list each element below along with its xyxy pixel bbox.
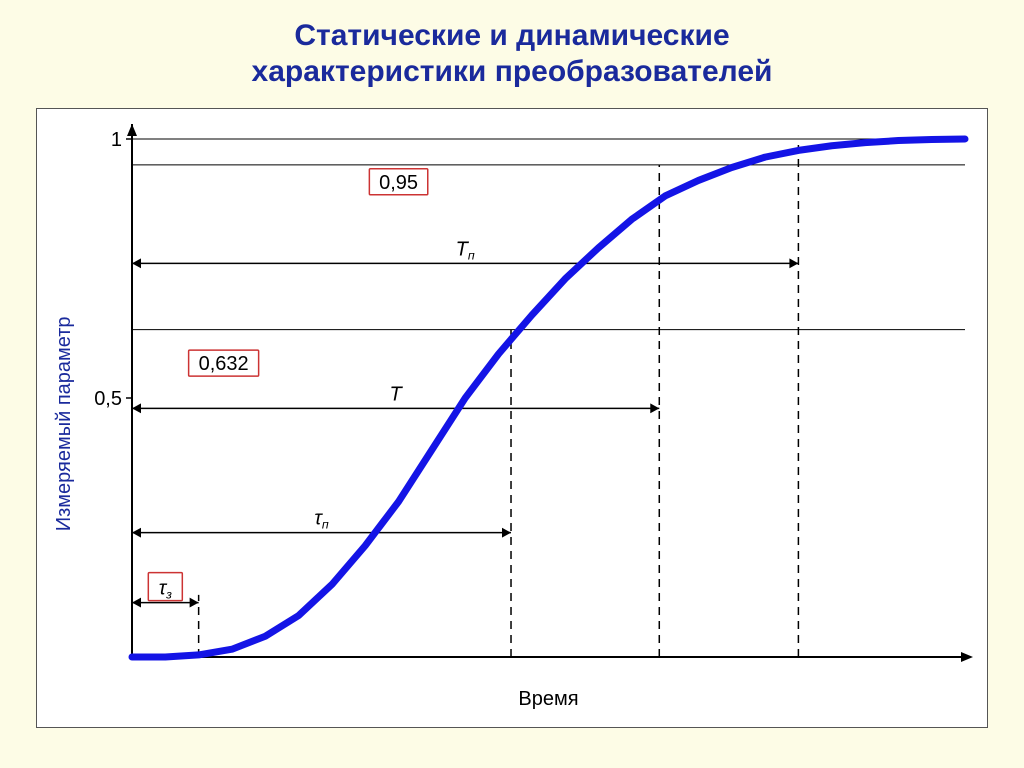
page-title: Статические и динамические характеристик…	[0, 18, 1024, 90]
value-label-v632: 0,632	[199, 353, 249, 375]
response-chart: 0,51Измеряемый параметрВремяτзτпTTп0,950…	[37, 109, 987, 727]
response-curve	[132, 139, 965, 657]
chart-container: 0,51Измеряемый параметрВремяτзτпTTп0,950…	[36, 108, 988, 728]
y-axis-label: Измеряемый параметр	[53, 316, 75, 531]
dim-label-T: T	[390, 383, 404, 405]
dim-label-tau_n: τп	[314, 508, 328, 532]
title-line-2: характеристики преобразователей	[252, 55, 773, 88]
x-axis-label: Время	[518, 688, 578, 710]
title-line-1: Статические и динамические	[294, 19, 729, 52]
dim-label-Tn: Tп	[456, 238, 475, 262]
x-axis-arrow	[961, 652, 973, 662]
ytick-0,5: 0,5	[94, 388, 122, 410]
y-axis-arrow	[127, 124, 137, 136]
slide: Статические и динамические характеристик…	[0, 0, 1024, 768]
value-label-v95: 0,95	[379, 172, 418, 194]
ytick-1: 1	[111, 129, 122, 151]
